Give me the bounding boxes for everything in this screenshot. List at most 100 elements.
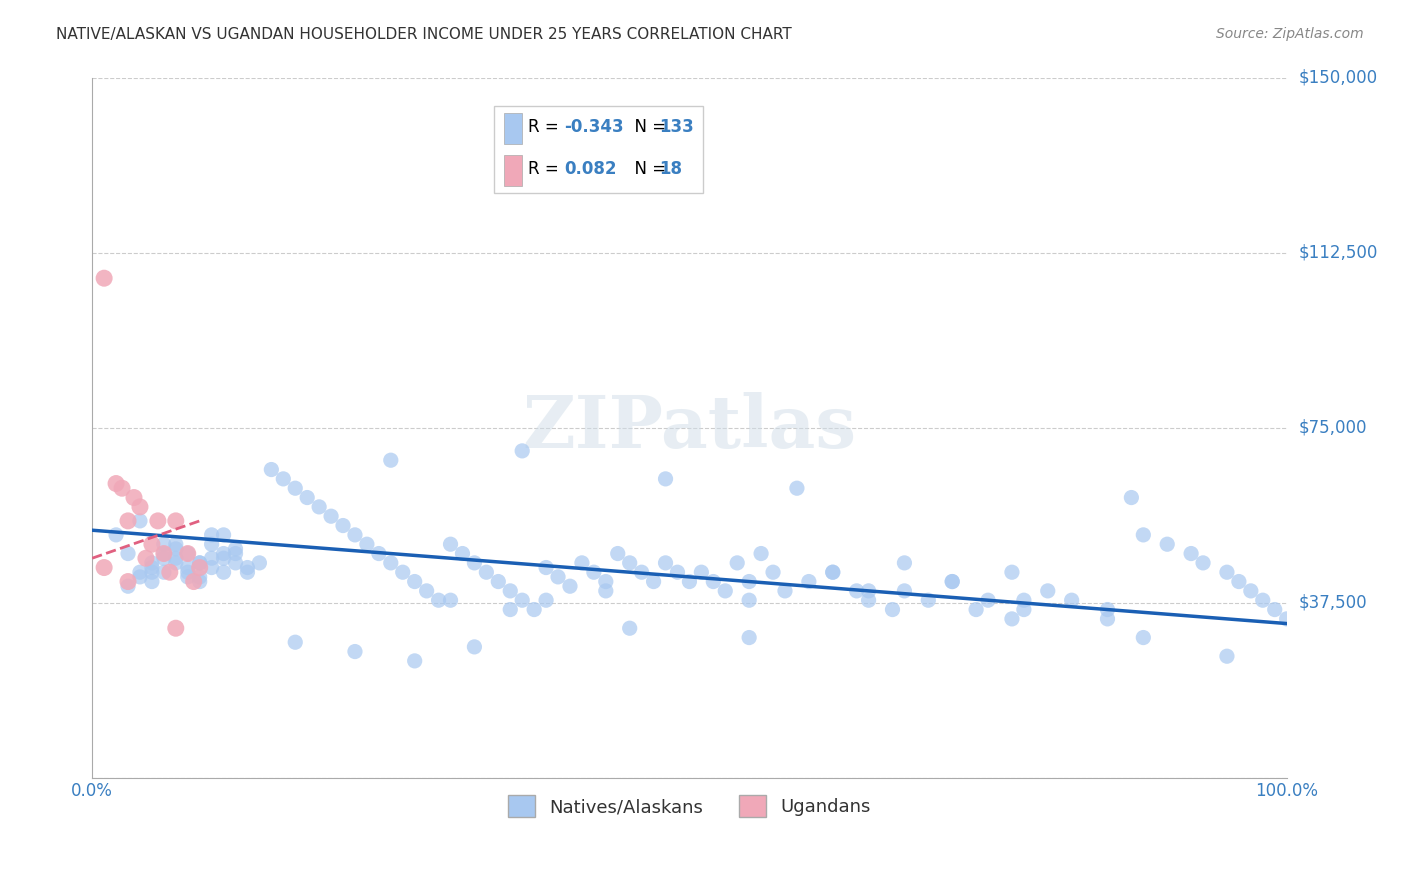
Point: [821, 565, 844, 579]
Text: N =: N =: [624, 160, 671, 178]
Point: [153, 547, 176, 561]
Point: [117, 579, 139, 593]
FancyBboxPatch shape: [505, 154, 522, 186]
Point: [1275, 612, 1298, 626]
Point: [821, 565, 844, 579]
Point: [153, 551, 176, 566]
Point: [225, 547, 247, 561]
Point: [177, 547, 200, 561]
Text: $112,500: $112,500: [1299, 244, 1378, 261]
Point: [738, 631, 761, 645]
Point: [201, 528, 224, 542]
Text: 133: 133: [659, 118, 695, 136]
Text: 0.082: 0.082: [564, 160, 616, 178]
Point: [93, 560, 115, 574]
Point: [439, 593, 461, 607]
Point: [380, 453, 402, 467]
Point: [308, 500, 330, 514]
Text: $150,000: $150,000: [1299, 69, 1378, 87]
Point: [188, 570, 211, 584]
Text: $37,500: $37,500: [1299, 593, 1367, 612]
Point: [1001, 612, 1024, 626]
Point: [917, 593, 939, 607]
Text: $75,000: $75,000: [1299, 418, 1367, 436]
Text: Source: ZipAtlas.com: Source: ZipAtlas.com: [1216, 27, 1364, 41]
Point: [284, 635, 307, 649]
Point: [165, 541, 187, 556]
Point: [714, 583, 737, 598]
Point: [236, 560, 259, 574]
Point: [212, 547, 235, 561]
Point: [773, 583, 796, 598]
Point: [212, 528, 235, 542]
Point: [141, 556, 163, 570]
Point: [380, 556, 402, 570]
Point: [117, 574, 139, 589]
Point: [690, 565, 713, 579]
Point: [1001, 565, 1024, 579]
Point: [427, 593, 450, 607]
Point: [1216, 565, 1239, 579]
Point: [188, 556, 211, 570]
Point: [135, 551, 157, 566]
Point: [165, 551, 187, 566]
Point: [738, 574, 761, 589]
Point: [738, 593, 761, 607]
Point: [122, 491, 145, 505]
Point: [404, 654, 426, 668]
Point: [177, 560, 200, 574]
Point: [606, 547, 628, 561]
Point: [93, 271, 115, 285]
Point: [212, 551, 235, 566]
Point: [882, 602, 904, 616]
Text: N =: N =: [624, 118, 671, 136]
Point: [893, 583, 915, 598]
Point: [725, 556, 748, 570]
Point: [595, 583, 617, 598]
Text: NATIVE/ALASKAN VS UGANDAN HOUSEHOLDER INCOME UNDER 25 YEARS CORRELATION CHART: NATIVE/ALASKAN VS UGANDAN HOUSEHOLDER IN…: [56, 27, 792, 42]
Point: [678, 574, 700, 589]
Point: [319, 509, 342, 524]
Point: [165, 621, 187, 635]
Point: [153, 565, 176, 579]
Point: [188, 556, 211, 570]
Point: [183, 574, 205, 589]
Point: [475, 565, 498, 579]
Point: [1227, 574, 1250, 589]
Point: [893, 556, 915, 570]
Point: [619, 621, 641, 635]
Point: [153, 537, 176, 551]
Point: [510, 443, 533, 458]
Point: [105, 528, 128, 542]
Point: [1156, 537, 1178, 551]
Point: [558, 579, 581, 593]
Point: [1180, 547, 1202, 561]
Point: [141, 537, 163, 551]
Point: [534, 593, 557, 607]
Point: [260, 462, 283, 476]
Point: [499, 602, 522, 616]
Point: [451, 547, 474, 561]
Point: [534, 560, 557, 574]
Point: [977, 593, 1000, 607]
Point: [165, 514, 187, 528]
Point: [666, 565, 689, 579]
Point: [201, 551, 224, 566]
Point: [571, 556, 593, 570]
Point: [858, 583, 880, 598]
Point: [1132, 631, 1154, 645]
Text: 18: 18: [659, 160, 682, 178]
Point: [786, 481, 808, 495]
Point: [177, 565, 200, 579]
Point: [343, 644, 366, 658]
Point: [415, 583, 437, 598]
Point: [941, 574, 963, 589]
Point: [146, 514, 169, 528]
Point: [129, 570, 152, 584]
Point: [284, 481, 307, 495]
Point: [1216, 649, 1239, 664]
Point: [332, 518, 354, 533]
Point: [236, 565, 259, 579]
Point: [225, 541, 247, 556]
Point: [1097, 612, 1119, 626]
